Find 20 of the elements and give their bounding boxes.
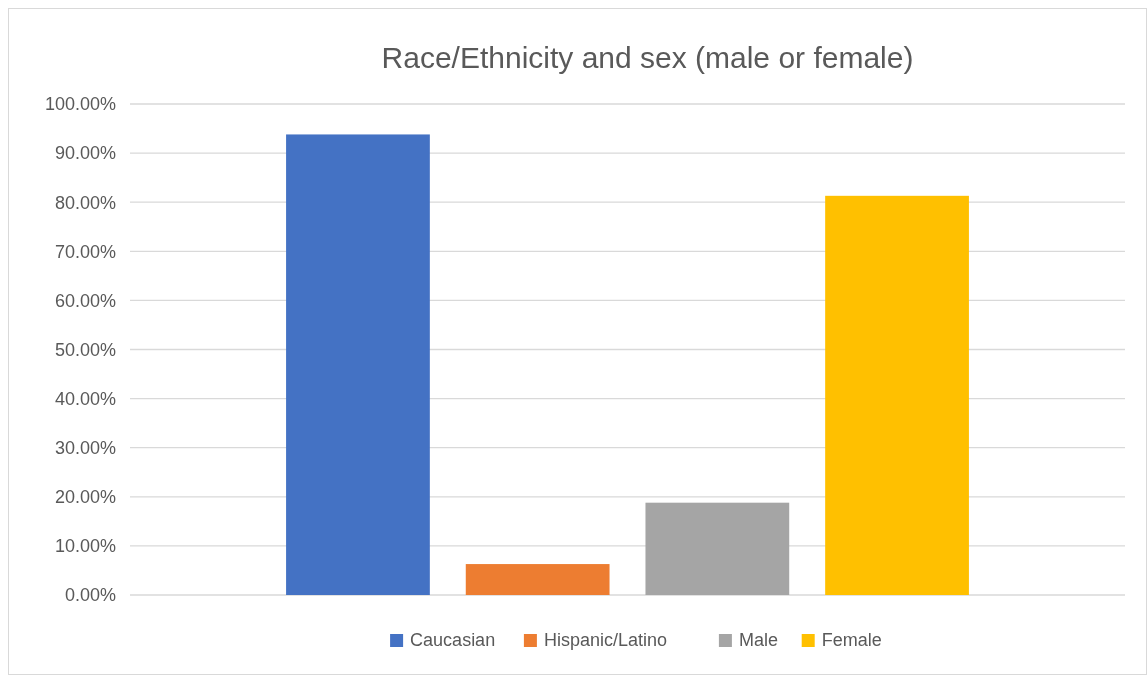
legend-label: Hispanic/Latino: [543, 630, 667, 650]
bar: [465, 564, 610, 595]
legend-label: Female: [821, 630, 882, 650]
y-tick-label: 50.00%: [54, 339, 116, 360]
y-tick-label: 20.00%: [54, 487, 116, 508]
bar: [825, 195, 969, 595]
y-tick-label: 30.00%: [54, 438, 116, 458]
y-tick-label: 90.00%: [54, 143, 116, 164]
y-tick-label: 40.00%: [54, 388, 116, 409]
y-tick-label: 60.00%: [54, 290, 116, 311]
chart-title: Race/Ethnicity and sex (male or female): [381, 41, 914, 74]
bar: [286, 134, 430, 595]
y-tick-label: 70.00%: [54, 241, 116, 262]
y-tick-label: 100.00%: [44, 94, 116, 115]
legend-label: Male: [738, 630, 778, 650]
legend-label: Caucasian: [410, 630, 496, 650]
y-tick-label: 10.00%: [54, 536, 116, 557]
y-tick-label: 0.00%: [64, 585, 116, 606]
y-tick-label: 80.00%: [54, 192, 116, 213]
bar: [645, 502, 790, 595]
